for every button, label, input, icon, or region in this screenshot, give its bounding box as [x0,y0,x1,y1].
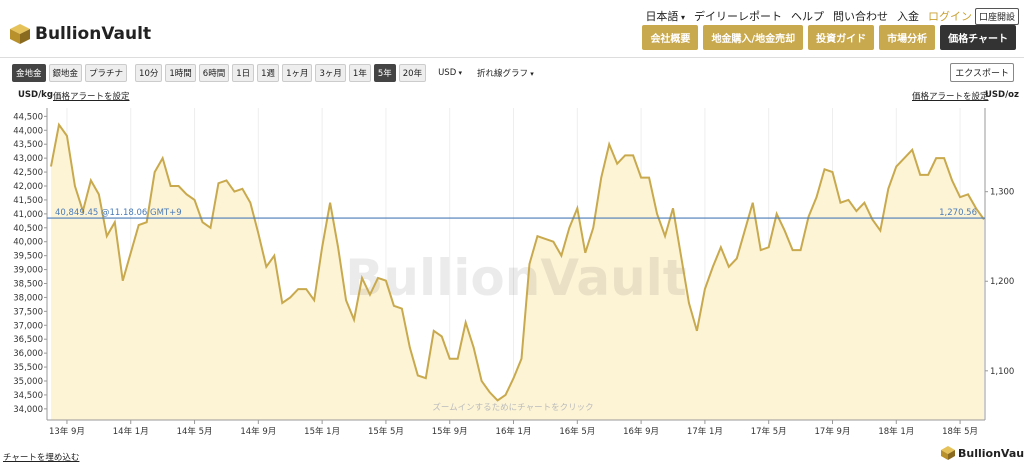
link[interactable]: 入金 [897,10,919,23]
range-button[interactable]: 20年 [398,64,427,82]
x-tick-label: 14年 1月 [113,426,149,437]
y-tick-label: 38,000 [13,293,43,303]
range-button[interactable]: 1時間 [165,64,196,82]
y-tick-label: 41,000 [13,210,43,220]
x-tick-label: 17年 5月 [751,426,787,437]
metal-button[interactable]: 銀地金 [48,64,83,82]
divider [0,57,1024,58]
link[interactable]: ログイン [928,10,972,23]
range-button[interactable]: 1ヶ月 [282,64,313,82]
x-tick-label: 16年 5月 [559,426,595,437]
y2-tick-label: 1,200 [990,277,1014,287]
alert-link[interactable]: 価格アラートを設定 [912,92,989,102]
y-tick-label: 35,000 [13,377,43,387]
top-links: 日本語デイリーレポートヘルプ問い合わせ入金ログイン [645,8,972,24]
y2-axis-label: USD/oz [985,90,1019,100]
y-tick-label: 43,000 [13,154,43,164]
range-button[interactable]: 6時間 [198,64,230,82]
y-tick-label: 36,500 [13,335,43,345]
chart[interactable]: 13年 9月 14年 1月 14年 5月 14年 9月 15年 1月 15年 5月 15年 … [0,0,1024,445]
y-tick-label: 37,000 [13,321,43,331]
metal-button[interactable]: プラチナ [85,64,128,82]
range-button[interactable]: 1日 [232,64,255,82]
y-tick-label: 43,500 [13,140,43,150]
x-tick-label: 17年 1月 [687,426,723,437]
currency-select[interactable]: USD [435,66,465,80]
y-tick-label: 42,000 [13,182,43,192]
metal-button[interactable]: 金地金 [12,64,46,82]
x-tick-label: 14年 5月 [177,426,213,437]
y-tick-label: 36,000 [13,349,43,359]
x-tick-label: 18年 5月 [942,426,978,437]
y-tick-label: 44,000 [13,126,43,136]
chart-type-select[interactable]: 折れ線グラフ [474,65,574,81]
y-axis-label: USD/kg [18,90,53,100]
y-tick-label: 34,000 [13,405,43,415]
footer-logo: BullionVault [958,447,1024,460]
x-tick-label: 15年 9月 [432,426,468,437]
logo-icon [10,24,30,44]
y-tick-label: 34,500 [13,391,43,401]
y2-tick-label: 1,300 [990,188,1014,198]
x-tick-label: 15年 1月 [304,426,340,437]
y-tick-label: 39,000 [13,266,43,276]
nav-button[interactable]: 会社概要 [642,25,699,50]
nav-button[interactable]: 投資ガイド [808,25,875,50]
zoom-hint: ズームインするためにチャートをクリック [432,402,593,413]
logo[interactable]: BullionVault [35,24,152,44]
y-tick-label: 37,500 [13,307,43,317]
footer-logo-icon [941,446,955,460]
x-tick-label: 14年 9月 [240,426,276,437]
x-tick-label: 17年 9月 [815,426,851,437]
y-tick-label: 35,500 [13,363,43,373]
link[interactable]: 問い合わせ [833,10,888,23]
y-tick-label: 41,500 [13,196,43,206]
x-tick-label: 16年 9月 [623,426,659,437]
range-button[interactable]: 1週 [257,64,280,82]
x-tick-label: 13年 9月 [49,426,85,437]
y-tick-label: 44,500 [13,112,43,122]
watermark: BullionVault [345,249,686,307]
current-price-label: 40,849.45 @11.18.06 GMT+9 [55,208,182,218]
nav-button[interactable]: 市場分析 [879,25,936,50]
x-tick-label: 15年 5月 [368,426,404,437]
nav-button[interactable]: 地金購入/地金売却 [703,25,804,50]
embed-link[interactable]: チャートを埋め込む [3,453,80,463]
alert-link[interactable]: 価格アラートを設定 [53,92,130,102]
link[interactable]: デイリーレポート [694,10,782,23]
range-button[interactable]: 3ヶ月 [315,64,346,82]
y-tick-label: 40,000 [13,238,43,248]
x-tick-label: 18年 1月 [878,426,914,437]
y-tick-label: 38,500 [13,280,43,290]
current-price-oz-label: 1,270.56 [939,208,977,218]
range-button[interactable]: 5年 [373,64,396,82]
price-line [50,122,985,402]
y2-tick-label: 1,100 [990,367,1014,377]
link[interactable]: 日本語 [645,8,685,24]
nav: 会社概要 地金購入/地金売却 投資ガイド 市場分析 価格チャート [642,25,1016,50]
open-account[interactable]: 口座開設 [975,8,1020,25]
link[interactable]: ヘルプ [791,10,824,23]
range-button[interactable]: 1年 [348,64,371,82]
x-tick-label: 16年 1月 [496,426,532,437]
y-tick-label: 39,500 [13,252,43,262]
range-button[interactable]: 10分 [135,64,163,82]
y-tick-label: 42,500 [13,168,43,178]
nav-button[interactable]: 価格チャート [940,25,1016,50]
area-fill [51,124,984,420]
export-button[interactable]: エクスポート [950,63,1014,82]
y-tick-label: 40,500 [13,224,43,234]
toolbar: 金地金 銀地金 プラチナ 10分 1時間 6時間 1日 1週 1ヶ月 3ヶ月 1年 5年 20年 US… [12,64,574,82]
